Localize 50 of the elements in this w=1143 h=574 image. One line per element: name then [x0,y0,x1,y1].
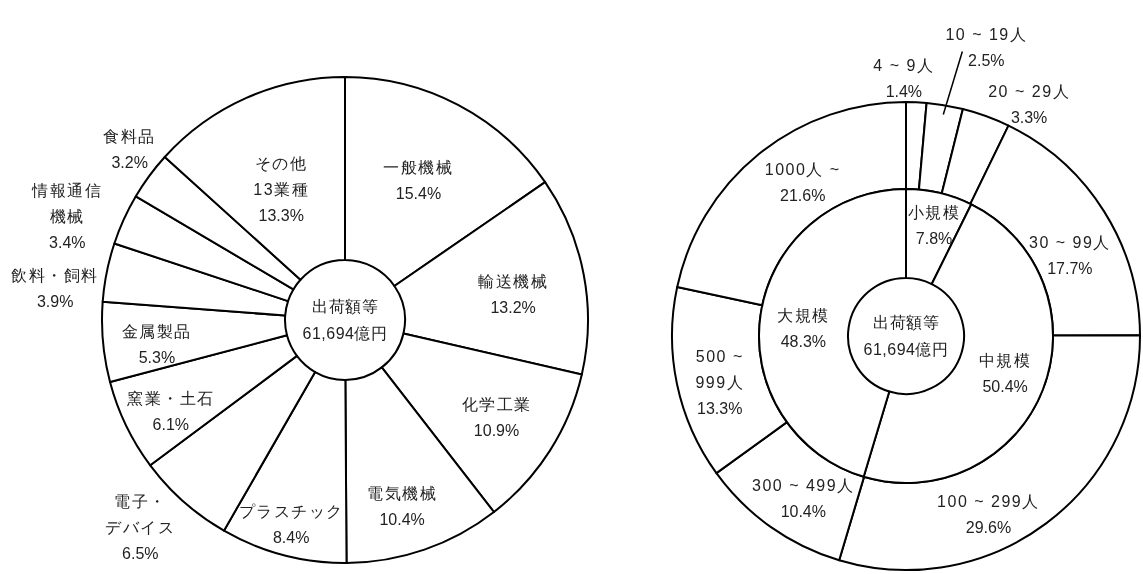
data-label: 48.3% [780,332,827,350]
slice-label: 小規模 [907,203,961,221]
slice-label: 食料品 [103,128,156,146]
data-label: 6.1% [152,416,190,434]
data-label: 17.7% [1047,260,1093,278]
data-label: 2.5% [968,52,1005,70]
text: 出荷額等 [312,298,378,316]
slice-label: 10 ~ 19人 [945,26,1028,44]
data-label: 3.2% [111,154,148,172]
data-label: 3.4% [49,234,86,252]
data-label: 6.5% [122,545,159,563]
slice-label: 20 ~ 29人 [988,83,1071,101]
data-label: 3.3% [1010,109,1048,127]
slice-label: 飲料・飼料 [11,266,99,284]
slice-label: プラスチック [238,503,344,521]
slice-label: 500 ~ 999人 [695,347,745,391]
slice-label: 金属製品 [121,322,192,340]
slice-label: 電子・デバイス [105,493,176,537]
data-label: 50.4% [982,377,1028,395]
slice-label: 一般機械 [383,158,454,176]
slice-label: 中規模 [978,351,1032,369]
data-label: 29.6% [965,519,1012,537]
data-label: 21.6% [780,187,826,205]
data-label: 5.3% [138,348,176,366]
data-label: 8.4% [272,529,310,547]
text: 61,694億円 [863,341,949,359]
data-label: 13.2% [490,298,536,316]
data-label: 10.4% [780,502,827,520]
data-label: 13.3% [258,206,304,224]
slice-label: 4 ~ 9人 [873,57,935,75]
slice-label: 情報通信機械 [31,182,103,226]
slice-label: 輸送機械 [478,272,549,290]
data-label: 3.9% [36,292,74,310]
slice-label: 窯業・土石 [127,390,215,408]
data-label: 13.3% [697,399,743,417]
slice-label: 1000人 ~ [764,161,841,179]
data-label: 10.4% [379,510,425,528]
data-label: 15.4% [395,184,442,202]
data-label: 7.8% [915,229,953,247]
text: 61,694億円 [302,325,388,343]
slice-label: 300 ~ 499人 [752,476,855,494]
slice-label: その他13業種 [253,154,310,198]
slice-label: 100 ~ 299人 [937,493,1040,511]
text: 出荷額等 [873,314,939,332]
data-label: 10.9% [473,421,520,439]
slice-label: 大規模 [777,306,830,324]
slice-label: 30 ~ 99人 [1028,234,1111,252]
slice-label: 化学工業 [461,395,532,413]
data-label: 1.4% [885,83,923,101]
slice-label: 電気機械 [367,484,438,502]
